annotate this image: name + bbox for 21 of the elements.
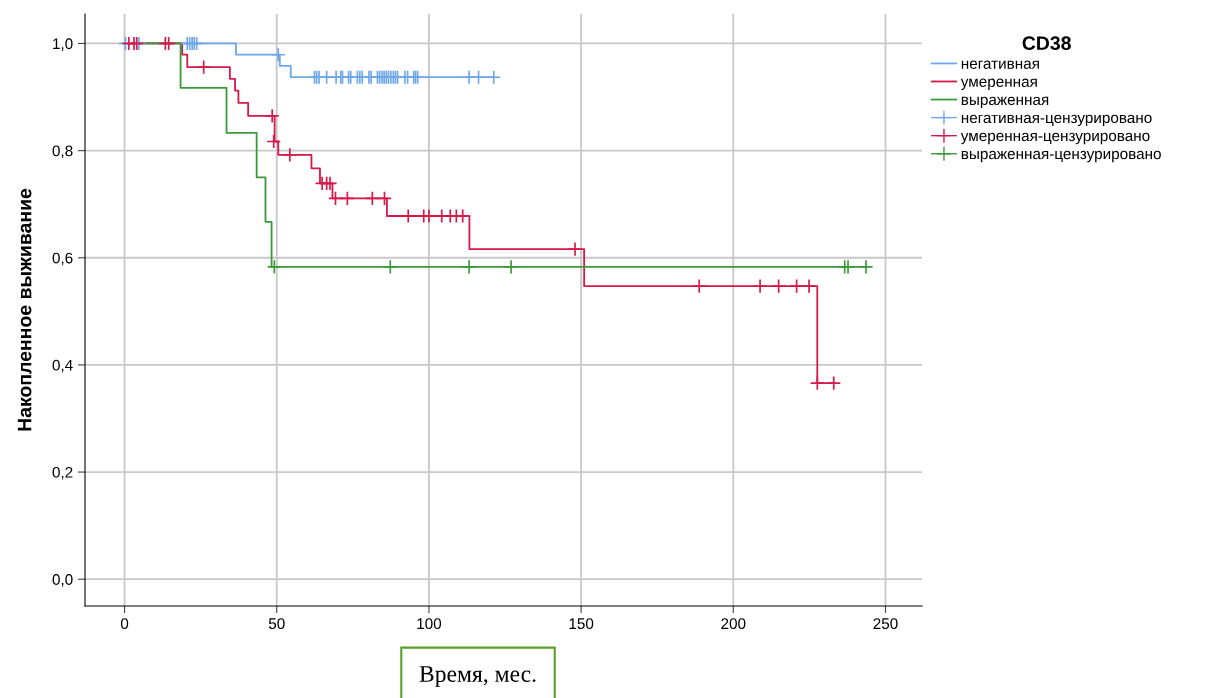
y-tick-label: 0,6	[52, 252, 73, 266]
x-tick-label: 150	[569, 618, 594, 630]
x-tick-label: 200	[721, 618, 746, 630]
x-tick-label: 0	[120, 618, 129, 630]
y-axis-title: Накопленное выживание	[17, 188, 32, 431]
y-tick-label: 0,0	[52, 574, 73, 587]
legend-label: негативная	[961, 60, 1039, 69]
x-tick-label: 250	[873, 618, 898, 630]
x-tick-label: 50	[268, 618, 285, 630]
legend-title: CD38	[1022, 36, 1071, 51]
x-axis-title: Время, мес.	[419, 666, 536, 687]
y-tick-label: 1,0	[53, 38, 73, 51]
legend-label: выраженная-цензурировано	[961, 150, 1161, 163]
y-tick-label: 0,4	[52, 359, 73, 373]
legend-label: негативная-цензурировано	[961, 114, 1152, 127]
legend-label: умеренная	[960, 78, 1037, 90]
legend-label: умеренная-цензурировано	[960, 132, 1150, 145]
legend-label: выраженная	[961, 96, 1049, 109]
y-tick-label: 0,8	[52, 145, 73, 159]
y-tick-label: 0,2	[52, 466, 73, 480]
x-tick-label: 100	[417, 618, 442, 630]
